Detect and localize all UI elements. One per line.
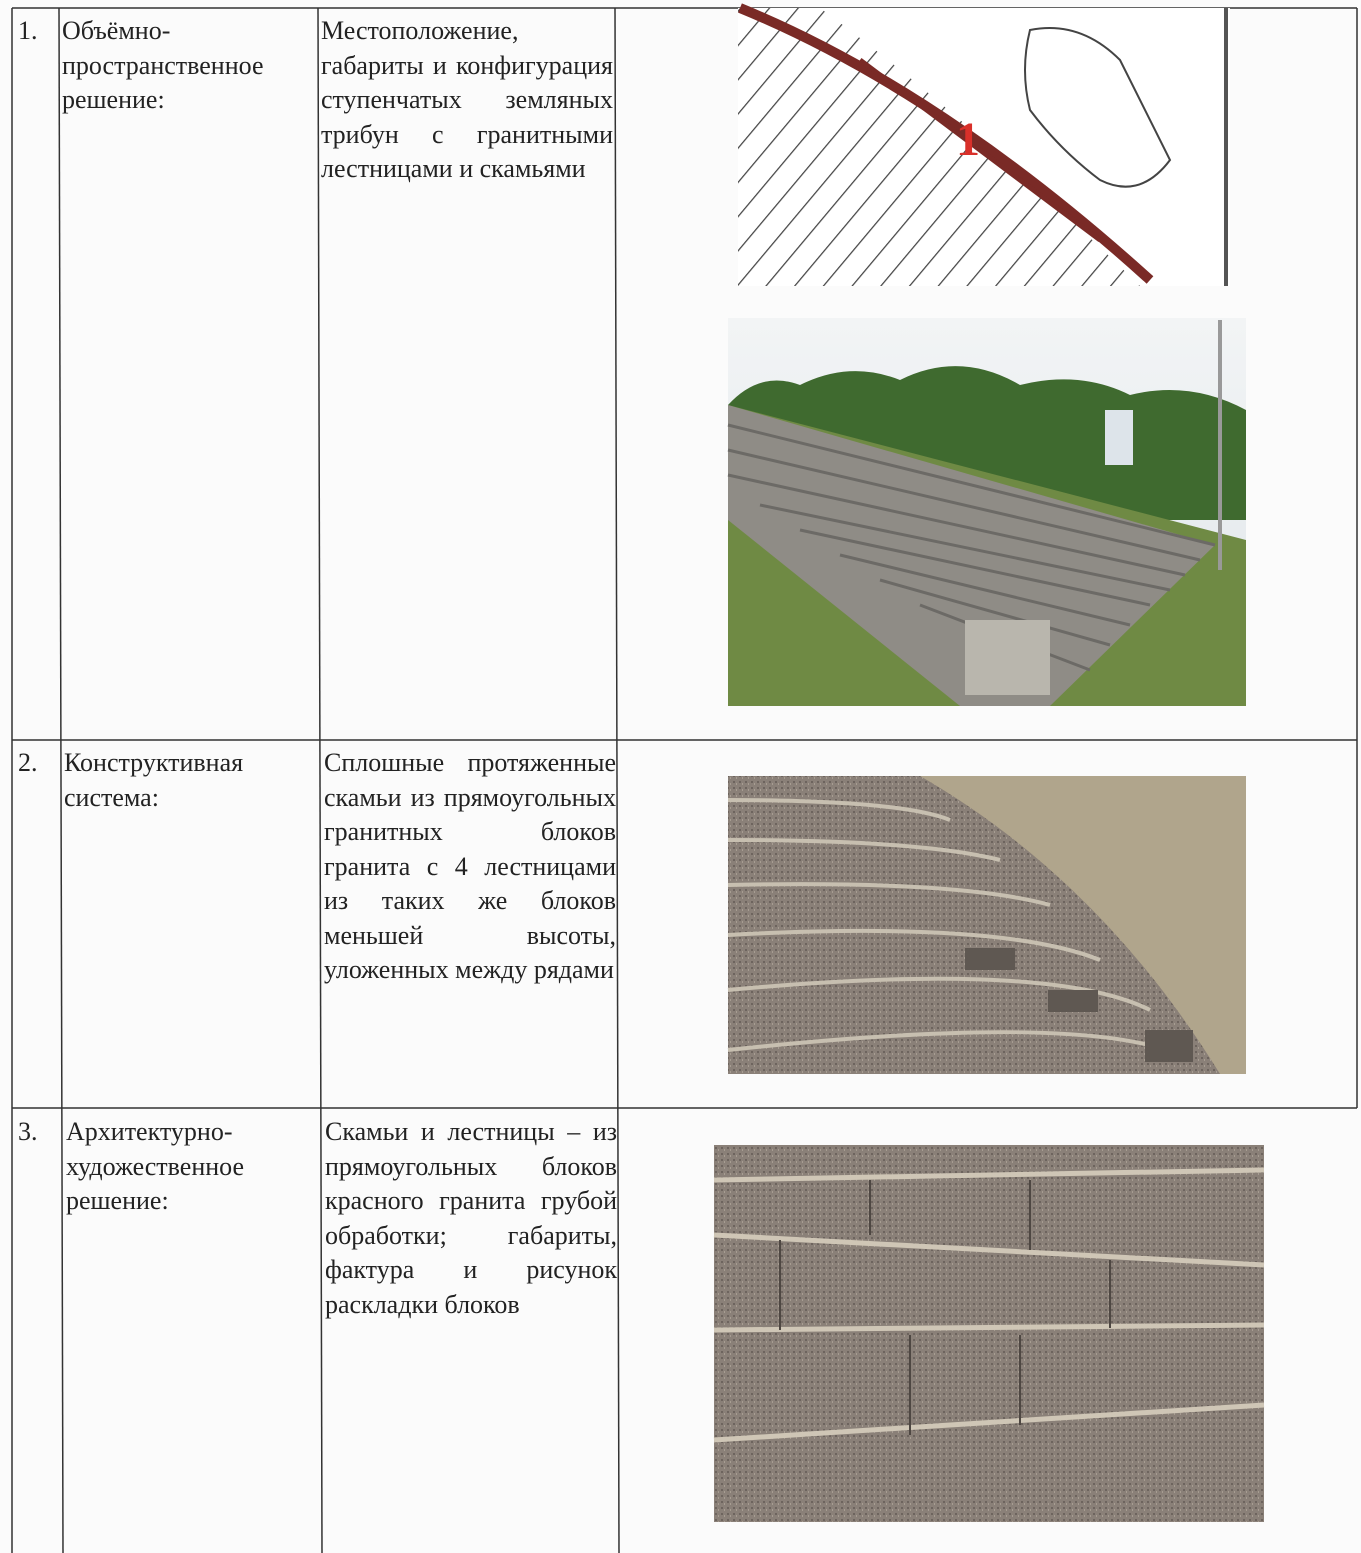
stadium-photo: [727, 318, 1246, 706]
steps-photo: [727, 776, 1246, 1074]
map-label: 1: [956, 113, 980, 166]
row-label: Объёмно-пространственное решение:: [62, 16, 264, 114]
row-number: 1.: [18, 16, 38, 45]
row-description: Местоположение, габариты и конфигурация …: [321, 16, 613, 183]
row-description: Сплошные протяженные скамьи из прямоугол…: [324, 748, 616, 984]
grid-lines: [11, 7, 1358, 1553]
row-label: Конструктивная система:: [64, 748, 244, 812]
row-number: 2.: [18, 748, 38, 777]
row-description: Скамьи и лестницы – из прямоугольных бло…: [325, 1117, 617, 1319]
map-image: 1: [738, 3, 1230, 286]
granite-blocks-photo: [713, 1145, 1265, 1522]
row-number: 3.: [18, 1117, 38, 1146]
row-label: Архитектурно-художественное решение:: [66, 1117, 245, 1215]
